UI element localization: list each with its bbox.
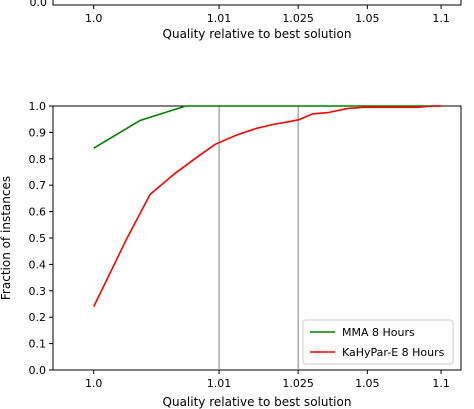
y-tick-label: 0.7 <box>29 179 47 192</box>
legend: MMA 8 Hours KaHyPar-E 8 Hours <box>302 319 454 365</box>
top-x-tick-label: 1.0 <box>85 12 103 25</box>
x-tick-label: 1.05 <box>355 377 380 390</box>
x-tick-label: 1.1 <box>432 377 450 390</box>
legend-label-kahypar: KaHyPar-E 8 Hours <box>342 346 445 359</box>
y-tick-label: 0.9 <box>29 126 47 139</box>
top-x-tick-label: 1.1 <box>432 12 450 25</box>
top-y-tick-label: 0.0 <box>30 0 48 9</box>
top-chart-partial: 0.0 1.0 1.01 1.025 1.05 1.1 Quality relative… <box>30 0 462 41</box>
top-x-tick-label: 1.01 <box>207 12 232 25</box>
y-tick-label: 0.0 <box>29 364 47 377</box>
x-tick-label: 1.0 <box>85 377 103 390</box>
y-tick-label: 0.6 <box>29 206 47 219</box>
y-tick-label: 0.8 <box>29 153 47 166</box>
y-tick-label: 0.4 <box>29 258 47 271</box>
series-line-mma <box>93 105 442 149</box>
x-tick-label: 1.01 <box>207 377 232 390</box>
series-line-kahypar <box>92 105 442 307</box>
x-tick-label: 1.025 <box>282 377 314 390</box>
y-tick-label: 0.2 <box>29 311 47 324</box>
top-x-tick-label: 1.05 <box>355 12 380 25</box>
bottom-chart: 0.0 0.1 0.2 0.3 0.4 0.5 0.6 0.7 0.8 0.9 1.0 1.0 1.0… <box>0 100 462 409</box>
legend-label-mma: MMA 8 Hours <box>342 326 415 339</box>
top-plot-frame <box>52 0 462 6</box>
y-tick-label: 1.0 <box>29 100 47 113</box>
top-x-axis-label: Quality relative to best solution <box>163 27 352 41</box>
top-x-tick-label: 1.025 <box>282 12 314 25</box>
legend-box <box>302 319 454 365</box>
y-axis-label: Fraction of instances <box>0 176 13 300</box>
y-tick-label: 0.1 <box>29 338 47 351</box>
y-tick-label: 0.3 <box>29 285 47 298</box>
x-axis-label: Quality relative to best solution <box>163 395 352 409</box>
y-tick-label: 0.5 <box>29 232 47 245</box>
